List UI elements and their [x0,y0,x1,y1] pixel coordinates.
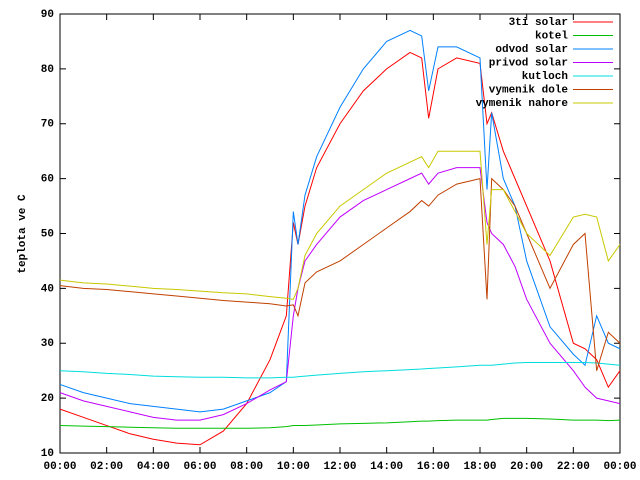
legend-label: vymenik dole [489,84,569,96]
series-line [59,167,621,421]
legend-label: 3ti solar [509,17,568,29]
x-tick-label: 16:00 [417,461,450,473]
x-tick-label: 20:00 [510,461,543,473]
x-tick-label: 22:00 [557,461,590,473]
y-tick-label: 70 [41,119,54,131]
x-tick-label: 02:00 [90,461,123,473]
x-tick-label: 00:00 [43,461,76,473]
y-tick-label: 40 [41,283,54,295]
legend-label: kutloch [522,71,568,83]
x-tick-label: 04:00 [137,461,170,473]
legend-label: privod solar [489,57,568,69]
x-tick-label: 08:00 [230,461,263,473]
x-tick-label: 10:00 [277,461,310,473]
y-tick-label: 90 [41,9,54,21]
series-line [59,417,621,429]
series-line [59,150,621,300]
y-tick-label: 80 [41,64,54,76]
legend-label: kotel [535,30,568,42]
y-tick-label: 20 [41,393,54,405]
x-tick-label: 18:00 [463,461,496,473]
y-tick-label: 10 [41,448,54,460]
legend-label: vymenik nahore [476,98,569,110]
x-tick-label: 14:00 [370,461,403,473]
series-line [59,51,621,446]
x-tick-label: 12:00 [323,461,356,473]
series-line [59,29,621,413]
y-tick-label: 50 [41,228,54,240]
x-tick-label: 06:00 [183,461,216,473]
legend-label: odvod solar [495,44,568,56]
series-line [59,361,621,379]
y-axis-label: teplota ve C [17,194,29,274]
y-tick-label: 60 [41,174,54,186]
series-line [59,177,621,371]
x-tick-label: 00:00 [603,461,636,473]
y-tick-label: 30 [41,338,54,350]
